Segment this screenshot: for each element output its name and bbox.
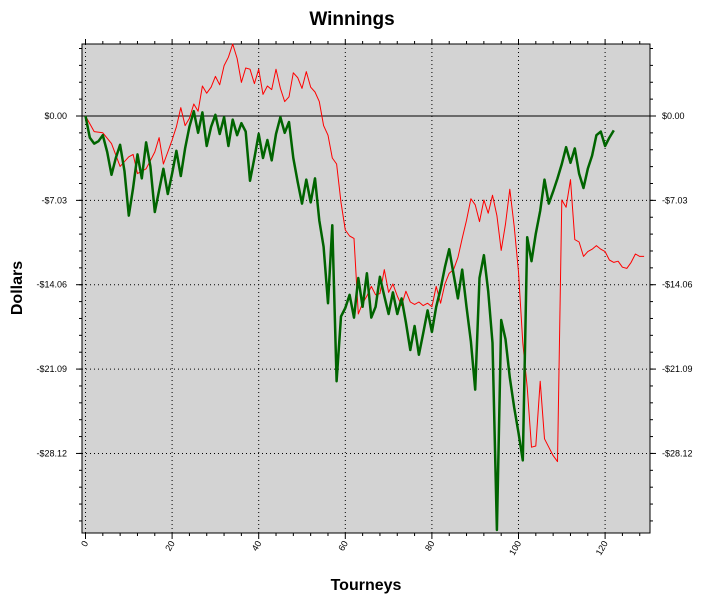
y-tick-label-right: $0.00: [662, 111, 685, 121]
x-tick-label: 40: [250, 539, 264, 553]
x-tick-label: 120: [594, 539, 610, 557]
y-axis-left: $0.00 -$7.03 -$14.06 -$21.09 -$28.12: [36, 48, 82, 522]
x-axis-title: Tourneys: [331, 577, 402, 594]
chart-title: Winnings: [309, 9, 394, 30]
y-tick-label-right: -$14.06: [662, 280, 693, 290]
x-tick-label: 80: [423, 539, 437, 553]
y-tick-label-left: -$28.12: [36, 448, 67, 458]
series-line-green: [84, 109, 615, 532]
x-tick-label: 60: [336, 539, 350, 553]
x-tick-label: 20: [163, 539, 177, 553]
series-layer: [84, 43, 645, 532]
x-tick-label: 0: [79, 539, 90, 548]
y-tick-label-right: -$28.12: [662, 448, 693, 458]
y-axis-right: $0.00 -$7.03 -$14.06 -$21.09 -$28.12: [650, 48, 693, 522]
y-axis-title: Dollars: [9, 261, 26, 315]
x-tick-label: 100: [507, 539, 523, 557]
y-tick-label-right: -$7.03: [662, 195, 688, 205]
y-tick-label-left: $0.00: [44, 111, 67, 121]
gridlines: [82, 44, 650, 533]
y-tick-label-right: -$21.09: [662, 364, 693, 374]
y-tick-label-left: -$14.06: [36, 280, 67, 290]
series-line-red: [85, 43, 645, 463]
y-tick-label-left: -$21.09: [36, 364, 67, 374]
x-axis: 0 20 40 60 80 100 120: [79, 39, 641, 557]
y-tick-label-left: -$7.03: [41, 195, 67, 205]
